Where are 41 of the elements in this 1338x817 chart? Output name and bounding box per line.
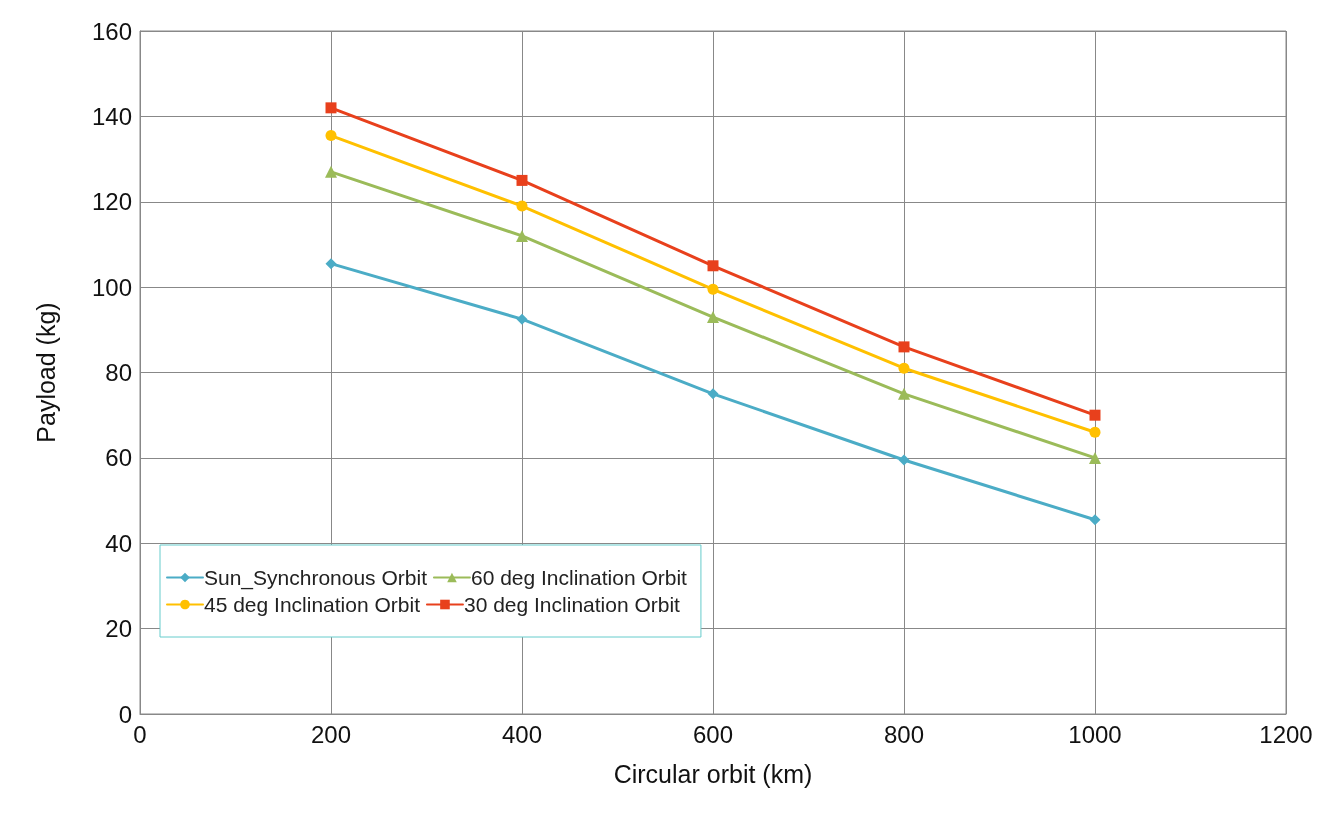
point (516, 313, 528, 325)
y-tick-label: 160 (91, 17, 132, 45)
point (707, 260, 719, 272)
point (325, 258, 337, 270)
y-tick-label: 0 (118, 700, 132, 728)
point (325, 102, 337, 114)
y-tick-label: 120 (91, 188, 132, 216)
point (1089, 409, 1101, 421)
y-tick-label: 80 (105, 359, 132, 386)
y-tick-label: 20 (105, 615, 132, 643)
x-tick-label: 400 (501, 720, 543, 748)
point (325, 165, 337, 178)
point (707, 388, 719, 400)
point (1089, 426, 1101, 438)
x-tick-label: 1200 (1259, 720, 1313, 748)
point (707, 311, 719, 324)
legend-label: 45 deg Inclination Orbit (204, 593, 421, 616)
point (898, 387, 910, 400)
point (898, 362, 910, 374)
x-tick-label: 800 (883, 720, 925, 748)
y-tick-label: 60 (105, 444, 132, 472)
point (898, 454, 910, 466)
point (516, 229, 528, 242)
y-tick-label: 40 (105, 529, 132, 557)
y-tick-label: 140 (91, 102, 132, 130)
point (1089, 451, 1101, 464)
legend-label: 60 deg Inclination Orbit (470, 566, 688, 589)
x-axis-title: Circular orbit (km) (613, 759, 813, 788)
x-tick-label: 1000 (1068, 720, 1122, 748)
legend-label: 30 deg Inclination Orbit (463, 593, 681, 616)
point (1089, 514, 1101, 526)
y-tick-label: 100 (91, 273, 132, 301)
y-axis-title: Payload (kg) (31, 302, 60, 443)
point (898, 341, 910, 353)
point (325, 130, 337, 142)
point (516, 200, 528, 212)
x-tick-label: 600 (692, 720, 734, 748)
point (707, 283, 719, 295)
x-tick-label: 200 (310, 720, 352, 748)
legend-label: Sun_Synchronous Orbit (204, 566, 428, 590)
point (516, 174, 528, 186)
